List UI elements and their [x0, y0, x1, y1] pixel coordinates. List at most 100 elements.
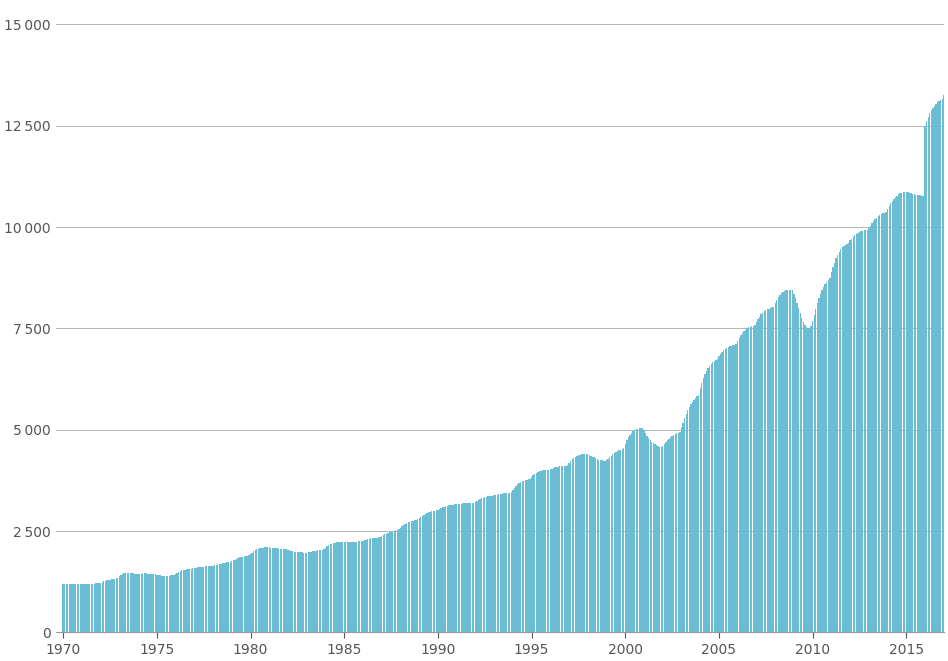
Bar: [943, 95, 944, 633]
Bar: [297, 552, 298, 633]
Bar: [721, 352, 722, 633]
Bar: [520, 482, 521, 633]
Bar: [909, 193, 910, 633]
Bar: [717, 359, 718, 633]
Bar: [282, 549, 283, 633]
Bar: [386, 533, 387, 633]
Bar: [192, 568, 193, 633]
Bar: [748, 327, 749, 633]
Bar: [760, 315, 762, 633]
Bar: [497, 494, 498, 633]
Bar: [675, 434, 676, 633]
Bar: [878, 216, 879, 633]
Bar: [936, 104, 937, 633]
Bar: [142, 574, 143, 633]
Bar: [342, 542, 343, 633]
Bar: [80, 584, 81, 633]
Bar: [144, 574, 145, 633]
Bar: [912, 194, 913, 633]
Bar: [941, 99, 943, 633]
Bar: [347, 542, 348, 633]
Bar: [239, 557, 240, 633]
Bar: [511, 492, 512, 633]
Bar: [331, 544, 333, 633]
Bar: [934, 106, 935, 633]
Bar: [630, 433, 632, 633]
Bar: [670, 438, 671, 633]
Bar: [69, 584, 70, 633]
Bar: [253, 551, 254, 633]
Bar: [538, 471, 540, 633]
Bar: [781, 293, 782, 633]
Bar: [258, 549, 259, 633]
Bar: [896, 196, 898, 633]
Bar: [600, 460, 601, 633]
Bar: [178, 572, 179, 633]
Bar: [77, 584, 78, 633]
Bar: [200, 566, 201, 633]
Bar: [560, 466, 562, 633]
Bar: [591, 456, 592, 633]
Bar: [806, 327, 807, 633]
Bar: [726, 348, 727, 633]
Bar: [113, 579, 114, 633]
Bar: [448, 506, 449, 633]
Bar: [830, 272, 832, 633]
Bar: [236, 559, 237, 633]
Bar: [540, 471, 541, 633]
Bar: [73, 584, 75, 633]
Bar: [888, 206, 890, 633]
Bar: [423, 514, 425, 633]
Bar: [740, 335, 741, 633]
Bar: [915, 194, 917, 633]
Bar: [531, 477, 532, 633]
Bar: [475, 502, 476, 633]
Bar: [574, 457, 576, 633]
Bar: [414, 520, 415, 633]
Bar: [304, 553, 306, 633]
Bar: [750, 327, 751, 633]
Bar: [871, 223, 873, 633]
Bar: [603, 461, 604, 633]
Bar: [697, 396, 698, 633]
Bar: [463, 503, 464, 633]
Bar: [217, 564, 218, 633]
Bar: [234, 560, 235, 633]
Bar: [746, 329, 748, 633]
Bar: [901, 192, 902, 633]
Bar: [106, 580, 107, 633]
Bar: [429, 512, 430, 633]
Bar: [65, 584, 67, 633]
Bar: [173, 575, 174, 633]
Bar: [335, 543, 336, 633]
Bar: [832, 267, 833, 633]
Bar: [706, 371, 707, 633]
Bar: [820, 293, 821, 633]
Bar: [847, 244, 848, 633]
Bar: [393, 531, 395, 633]
Bar: [277, 549, 278, 633]
Bar: [225, 563, 227, 633]
Bar: [300, 553, 301, 633]
Bar: [336, 543, 337, 633]
Bar: [270, 547, 271, 633]
Bar: [521, 481, 523, 633]
Bar: [529, 479, 531, 633]
Bar: [905, 192, 907, 633]
Bar: [392, 531, 393, 633]
Bar: [389, 532, 391, 633]
Bar: [881, 214, 882, 633]
Bar: [340, 542, 342, 633]
Bar: [839, 252, 840, 633]
Bar: [789, 290, 790, 633]
Bar: [709, 366, 710, 633]
Bar: [593, 457, 594, 633]
Bar: [250, 554, 251, 633]
Bar: [654, 444, 656, 633]
Bar: [632, 431, 634, 633]
Bar: [731, 346, 732, 633]
Bar: [237, 558, 239, 633]
Bar: [625, 444, 626, 633]
Bar: [635, 430, 637, 633]
Bar: [690, 404, 691, 633]
